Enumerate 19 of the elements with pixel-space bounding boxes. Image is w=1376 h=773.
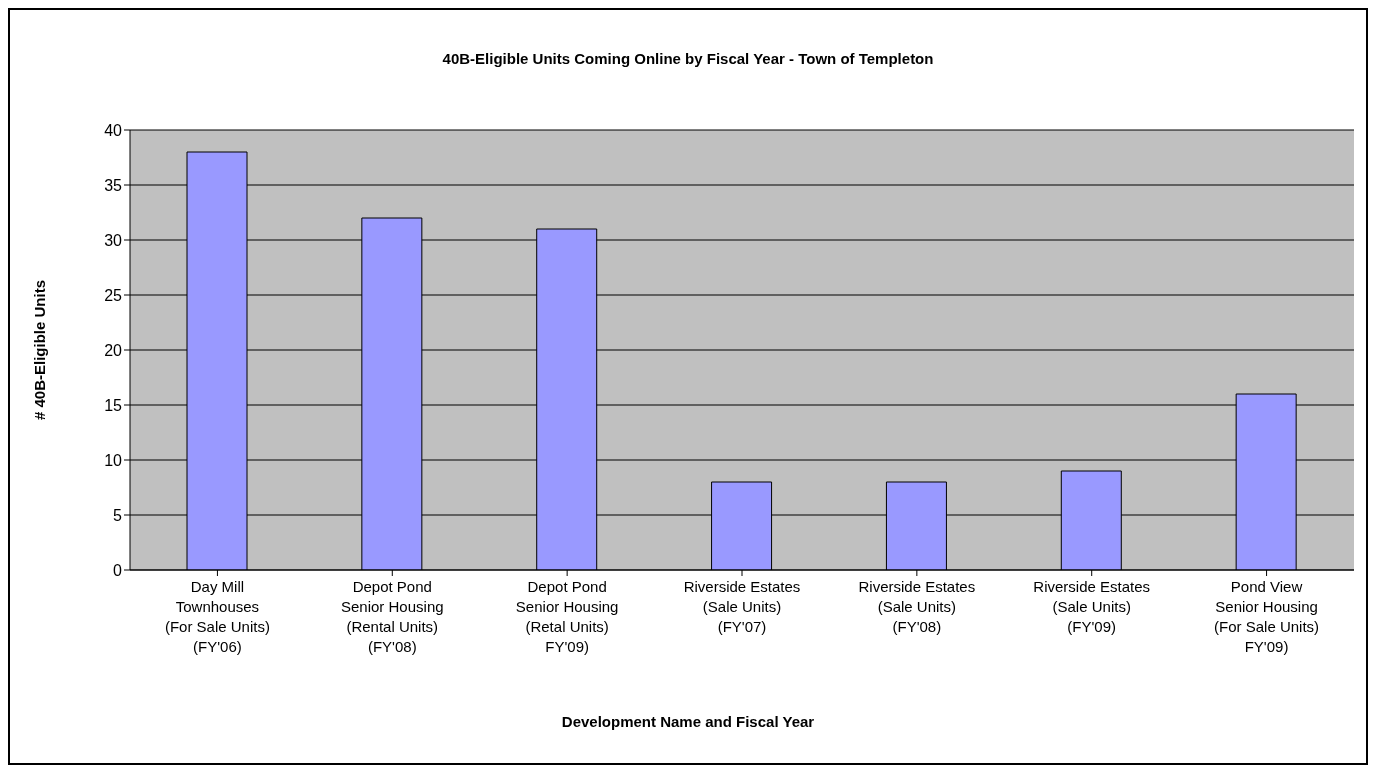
y-tick-label: 30 (104, 231, 123, 249)
y-tick-label: 15 (104, 396, 123, 414)
y-tick-label: 5 (113, 506, 123, 524)
x-tick-label: Day Mill Townhouses (For Sale Units) (FY'06) (164, 578, 270, 655)
x-tick-label: Riverside Estates (Sale Units) (FY'09) (1033, 578, 1151, 635)
x-axis-title: Development Name and Fiscal Year (560, 713, 816, 730)
y-tick-label: 35 (104, 176, 123, 194)
y-tick-label: 25 (104, 286, 123, 304)
x-tick-label: Riverside Estates (Sale Units) (FY'07) (683, 578, 801, 635)
x-tick-label: Riverside Estates (Sale Units) (FY'08) (858, 578, 976, 635)
x-tick-label: Depot Pond Senior Housing (Rental Units) (FY'08) (341, 578, 444, 655)
y-tick-label: 40 (104, 121, 123, 139)
y-axis-title: # 40B-Eligible Units (31, 279, 49, 421)
y-tick-label: 0 (113, 561, 123, 579)
chart-title: 40B-Eligible Units Coming Online by Fiscal Year - Town of Templeton (441, 50, 935, 67)
y-tick-label: 20 (104, 341, 123, 359)
x-tick-label: Pond View Senior Housing (For Sale Units) FY'09) (1214, 578, 1320, 655)
y-tick-label: 10 (104, 451, 123, 469)
x-tick-label: Depot Pond Senior Housing (Retal Units) FY'09) (515, 578, 619, 655)
